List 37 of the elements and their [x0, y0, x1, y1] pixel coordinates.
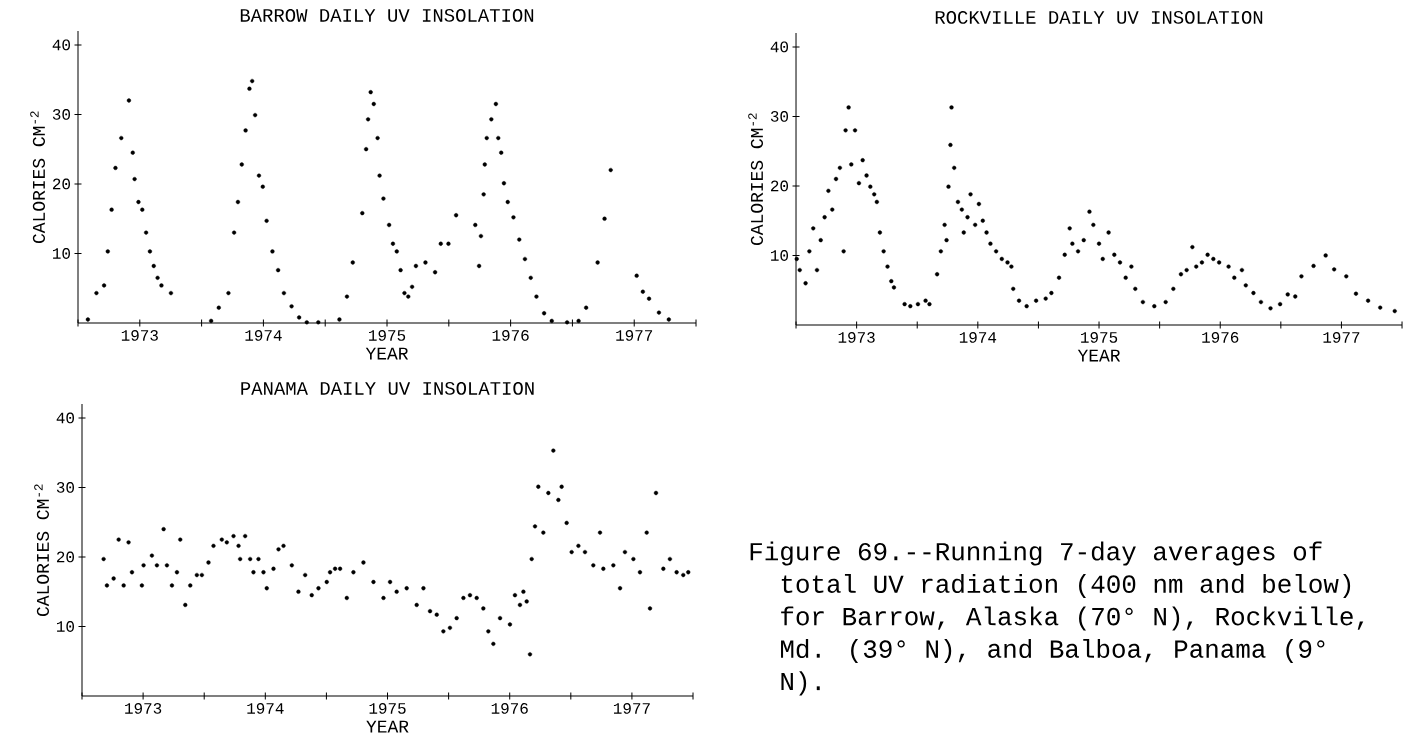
y-tick-label: 10 [53, 248, 70, 259]
x-tick-label: 1975 [369, 330, 406, 341]
x-tick-label: 1973 [121, 330, 158, 341]
y-axis-title: CALORIES CM$^{-2}$ [34, 484, 50, 616]
x-tick-label: 1976 [1202, 332, 1239, 343]
y-tick-label: 40 [52, 39, 70, 51]
x-tick-label: 1976 [492, 330, 529, 341]
y-tick-label: 30 [56, 482, 74, 493]
y-tick-label: 30 [52, 109, 70, 120]
y-tick-label: 10 [771, 250, 789, 261]
x-tick-label: 1976 [491, 703, 528, 714]
chart-title: BARROW DAILY UV INSOLATION [240, 8, 534, 22]
y-tick-label: 10 [57, 621, 74, 632]
x-tick-label: 1973 [125, 703, 162, 714]
y-tick-label: 20 [52, 178, 70, 190]
x-axis-title: YEAR [366, 720, 409, 733]
chart-title: PANAMA DAILY UV INSOLATION [241, 381, 534, 395]
y-tick-label: 20 [56, 551, 74, 563]
caption: Figure 69.--Running 7-day averages of total UV radiation (400 nm and below) for Barrow, Alaska (70° N), Rockville, Md. (39° N), and Balboa, Panama (9° N). [750, 541, 1364, 696]
x-axis-title: YEAR [1077, 349, 1121, 362]
y-tick-label: 40 [770, 41, 789, 53]
x-tick-label: 1977 [613, 703, 650, 714]
y-tick-label: 30 [770, 111, 789, 122]
x-tick-label: 1975 [1081, 332, 1118, 343]
x-axis-title: YEAR [365, 347, 409, 360]
x-tick-label: 1974 [959, 332, 997, 343]
chart-title: ROCKVILLE DAILY UV INSOLATION [935, 10, 1263, 24]
x-tick-label: 1975 [369, 703, 406, 714]
x-tick-label: 1977 [616, 330, 653, 341]
x-tick-label: 1974 [245, 330, 282, 341]
y-axis-title: CALORIES CM$^{-2}$ [748, 113, 764, 245]
x-tick-label: 1974 [247, 703, 284, 714]
y-axis-title: CALORIES CM$^{-2}$ [30, 111, 46, 243]
x-tick-label: 1977 [1323, 332, 1360, 343]
y-tick-label: 20 [771, 180, 789, 192]
y-tick-label: 40 [56, 412, 74, 424]
x-tick-label: 1973 [838, 332, 875, 343]
